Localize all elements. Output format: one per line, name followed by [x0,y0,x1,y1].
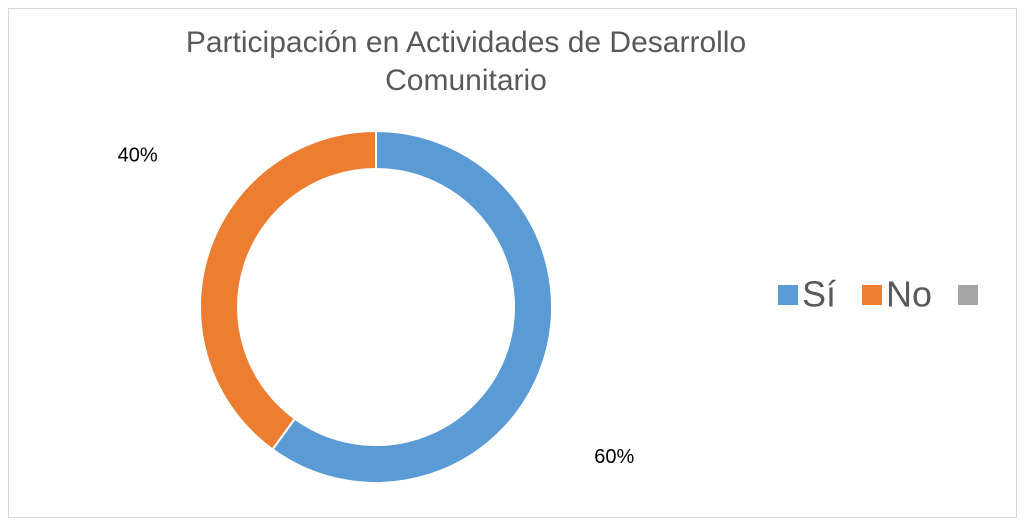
legend-label: No [886,274,932,315]
legend-swatch [862,285,883,305]
data-label: 40% [118,144,158,166]
legend-swatch [778,285,798,305]
data-label: 60% [594,446,634,468]
legend-swatch [958,285,979,305]
donut-segment [199,129,377,451]
chart-title: Participación en Actividades de Desarrol… [185,26,747,97]
legend-label: Sí [802,274,836,315]
donut-segment [271,129,553,484]
